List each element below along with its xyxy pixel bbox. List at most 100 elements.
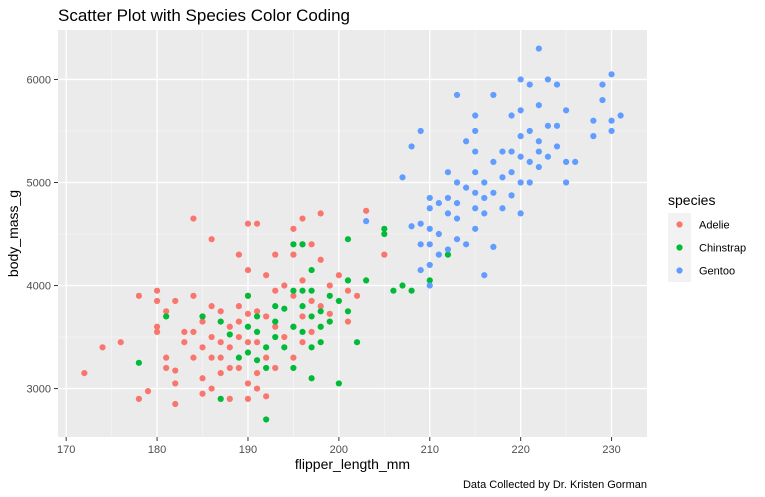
point-gentoo [544,76,552,83]
point-adelie [226,323,233,330]
y-axis-ticks: 3000 4000 5000 6000 [27,74,58,396]
point-chinstrap [426,277,433,284]
point-adelie [353,292,361,299]
point-gentoo [463,184,470,191]
point-gentoo [517,133,524,140]
legend-label-chinstrap: Chinstrap [699,243,746,255]
point-gentoo [426,282,433,289]
point-gentoo [563,179,570,186]
point-gentoo [481,179,488,186]
point-adelie [299,339,306,346]
point-chinstrap [253,313,261,320]
point-chinstrap [308,375,315,382]
point-gentoo [472,127,479,135]
point-gentoo [508,192,515,199]
point-gentoo [590,117,597,124]
point-gentoo [453,236,461,243]
point-adelie [253,339,261,346]
point-chinstrap [317,308,324,315]
point-gentoo [490,189,497,196]
point-adelie [253,220,261,227]
point-chinstrap [272,333,279,341]
legend-label-adelie: Adelie [699,220,730,232]
point-adelie [190,215,197,222]
point-adelie [153,328,161,336]
point-chinstrap [381,230,388,238]
point-gentoo [490,158,497,165]
point-gentoo [426,261,433,269]
x-tick-label: 230 [602,444,620,456]
point-gentoo [472,169,479,176]
point-chinstrap [272,318,279,325]
y-tick-label: 5000 [27,177,51,189]
point-adelie [199,318,206,325]
point-adelie [235,303,242,310]
point-adelie [163,308,170,315]
point-chinstrap [263,364,270,372]
point-adelie [199,375,206,382]
point-chinstrap [344,277,352,284]
plot-panel [58,30,647,437]
point-gentoo [453,215,461,222]
legend-label-gentoo: Gentoo [699,266,735,278]
point-chinstrap [444,251,452,258]
point-gentoo [526,81,533,88]
point-adelie [117,339,124,346]
point-adelie [199,344,206,351]
point-gentoo [590,133,597,140]
point-chinstrap [253,328,261,336]
point-adelie [181,339,188,346]
point-adelie [244,220,252,227]
point-gentoo [599,96,606,104]
point-adelie [235,251,242,258]
point-adelie [172,367,179,374]
point-chinstrap [326,318,333,325]
point-chinstrap [363,277,370,284]
point-adelie [299,277,306,284]
point-gentoo [417,220,424,227]
point-gentoo [499,148,506,155]
point-chinstrap [235,354,242,361]
point-gentoo [426,194,433,202]
legend-swatch-adelie [676,221,683,228]
point-adelie [172,380,179,387]
point-adelie [308,241,315,248]
point-adelie [217,370,224,377]
point-adelie [244,395,252,402]
point-chinstrap [290,364,297,372]
point-adelie [153,323,161,330]
point-adelie [244,266,252,274]
point-gentoo [444,246,452,253]
point-chinstrap [244,292,252,299]
point-gentoo [417,266,424,274]
point-gentoo [444,194,452,202]
point-gentoo [517,107,524,114]
point-adelie [317,303,324,310]
point-gentoo [472,112,479,119]
point-gentoo [608,71,615,78]
point-gentoo [544,122,552,129]
point-gentoo [481,194,488,202]
point-gentoo [526,158,533,165]
caption: Data Collected by Dr. Kristen Gorman [463,479,647,491]
point-gentoo [544,153,552,160]
point-adelie [217,354,224,361]
point-chinstrap [335,297,342,305]
point-adelie [272,364,279,372]
point-chinstrap [399,282,406,289]
point-gentoo [472,205,479,212]
point-adelie [172,297,179,305]
point-chinstrap [272,303,279,310]
point-adelie [235,333,242,341]
point-chinstrap [381,225,388,232]
point-adelie [290,251,297,258]
point-gentoo [563,107,570,114]
y-tick-label: 6000 [27,74,51,86]
point-adelie [199,390,206,397]
chart-title: Scatter Plot with Species Color Coding [58,6,350,25]
point-adelie [153,287,161,294]
point-adelie [181,328,188,336]
point-adelie [135,395,142,402]
point-gentoo [599,81,606,88]
point-adelie [290,225,297,232]
